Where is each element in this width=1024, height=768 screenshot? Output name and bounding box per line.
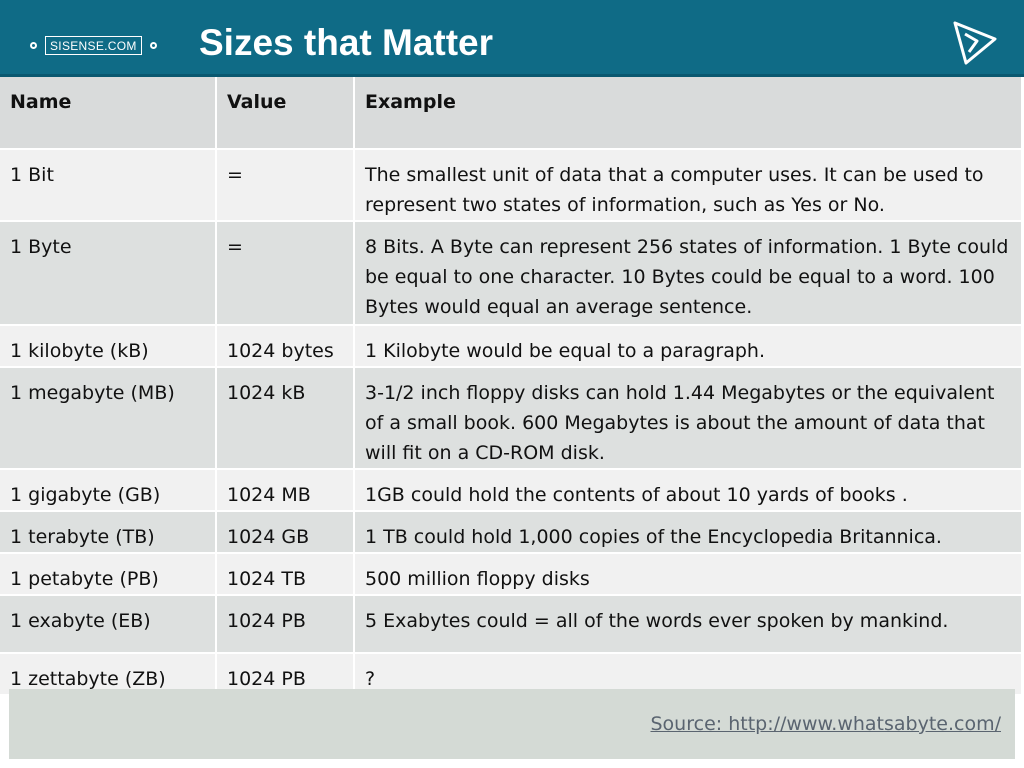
cell-value: 1024 PB [216, 595, 355, 654]
table-row: 1 Byte = 8 Bits. A Byte can represent 25… [0, 221, 1023, 326]
slide-header: SISENSE.COM Sizes that Matter [0, 0, 1024, 77]
cell-value: = [216, 221, 355, 326]
cell-example: 1GB could hold the contents of about 10 … [354, 469, 1023, 512]
sizes-table: Name Value Example 1 Bit = The smallest … [0, 77, 1023, 696]
cell-name: 1 megabyte (MB) [0, 367, 217, 470]
cell-name: 1 Byte [0, 221, 217, 326]
cell-value: 1024 PB [216, 653, 355, 696]
brand-name: SISENSE.COM [45, 35, 142, 55]
cell-value: 1024 MB [216, 469, 355, 512]
column-header-value: Value [216, 77, 355, 150]
cell-example: 1 TB could hold 1,000 copies of the Ency… [354, 511, 1023, 554]
logo-left-dot-icon [30, 41, 37, 49]
cell-example: 8 Bits. A Byte can represent 256 states … [354, 221, 1023, 326]
cell-name: 1 kilobyte (kB) [0, 325, 217, 368]
logo-right-dot-icon [149, 41, 157, 49]
column-header-example: Example [354, 77, 1023, 150]
cell-value: 1024 TB [216, 553, 355, 596]
cell-example: 5 Exabytes could = all of the words ever… [354, 595, 1023, 654]
cell-name: 1 gigabyte (GB) [0, 469, 217, 512]
cell-name: 1 Bit [0, 149, 217, 222]
header-divider [0, 74, 1024, 77]
cell-example: The smallest unit of data that a compute… [354, 149, 1023, 222]
table-row: 1 petabyte (PB) 1024 TB 500 million flop… [0, 553, 1023, 596]
cell-example: 500 million floppy disks [354, 553, 1023, 596]
table-header-row: Name Value Example [0, 77, 1023, 150]
slide-title: Sizes that Matter [199, 22, 494, 63]
cell-name: 1 terabyte (TB) [0, 511, 217, 554]
cell-name: 1 zettabyte (ZB) [0, 653, 217, 696]
cell-name: 1 petabyte (PB) [0, 553, 217, 596]
table-row: 1 kilobyte (kB) 1024 bytes 1 Kilobyte wo… [0, 325, 1023, 368]
cell-value: 1024 GB [216, 511, 355, 554]
table-row: 1 Bit = The smallest unit of data that a… [0, 149, 1023, 222]
cell-name: 1 exabyte (EB) [0, 595, 217, 654]
cell-value: = [216, 149, 355, 222]
table-row: 1 terabyte (TB) 1024 GB 1 TB could hold … [0, 511, 1023, 554]
cell-value: 1024 kB [216, 367, 355, 470]
cell-example: 3-1/2 inch floppy disks can hold 1.44 Me… [354, 367, 1023, 470]
sisense-logo: SISENSE.COM [30, 34, 157, 56]
table-row: 1 exabyte (EB) 1024 PB 5 Exabytes could … [0, 595, 1023, 654]
source-link[interactable]: Source: http://www.whatsabyte.com/ [650, 713, 1002, 735]
table-row: 1 megabyte (MB) 1024 kB 3-1/2 inch flopp… [0, 367, 1023, 470]
cell-example: 1 Kilobyte would be equal to a paragraph… [354, 325, 1023, 368]
table-row: 1 gigabyte (GB) 1024 MB 1GB could hold t… [0, 469, 1023, 512]
slide-footer: Source: http://www.whatsabyte.com/ [9, 689, 1015, 759]
cell-value: 1024 bytes [216, 325, 355, 368]
triangle-arrow-logo-icon [953, 21, 997, 65]
table-row: 1 zettabyte (ZB) 1024 PB ? [0, 653, 1023, 696]
column-header-name: Name [0, 77, 217, 150]
